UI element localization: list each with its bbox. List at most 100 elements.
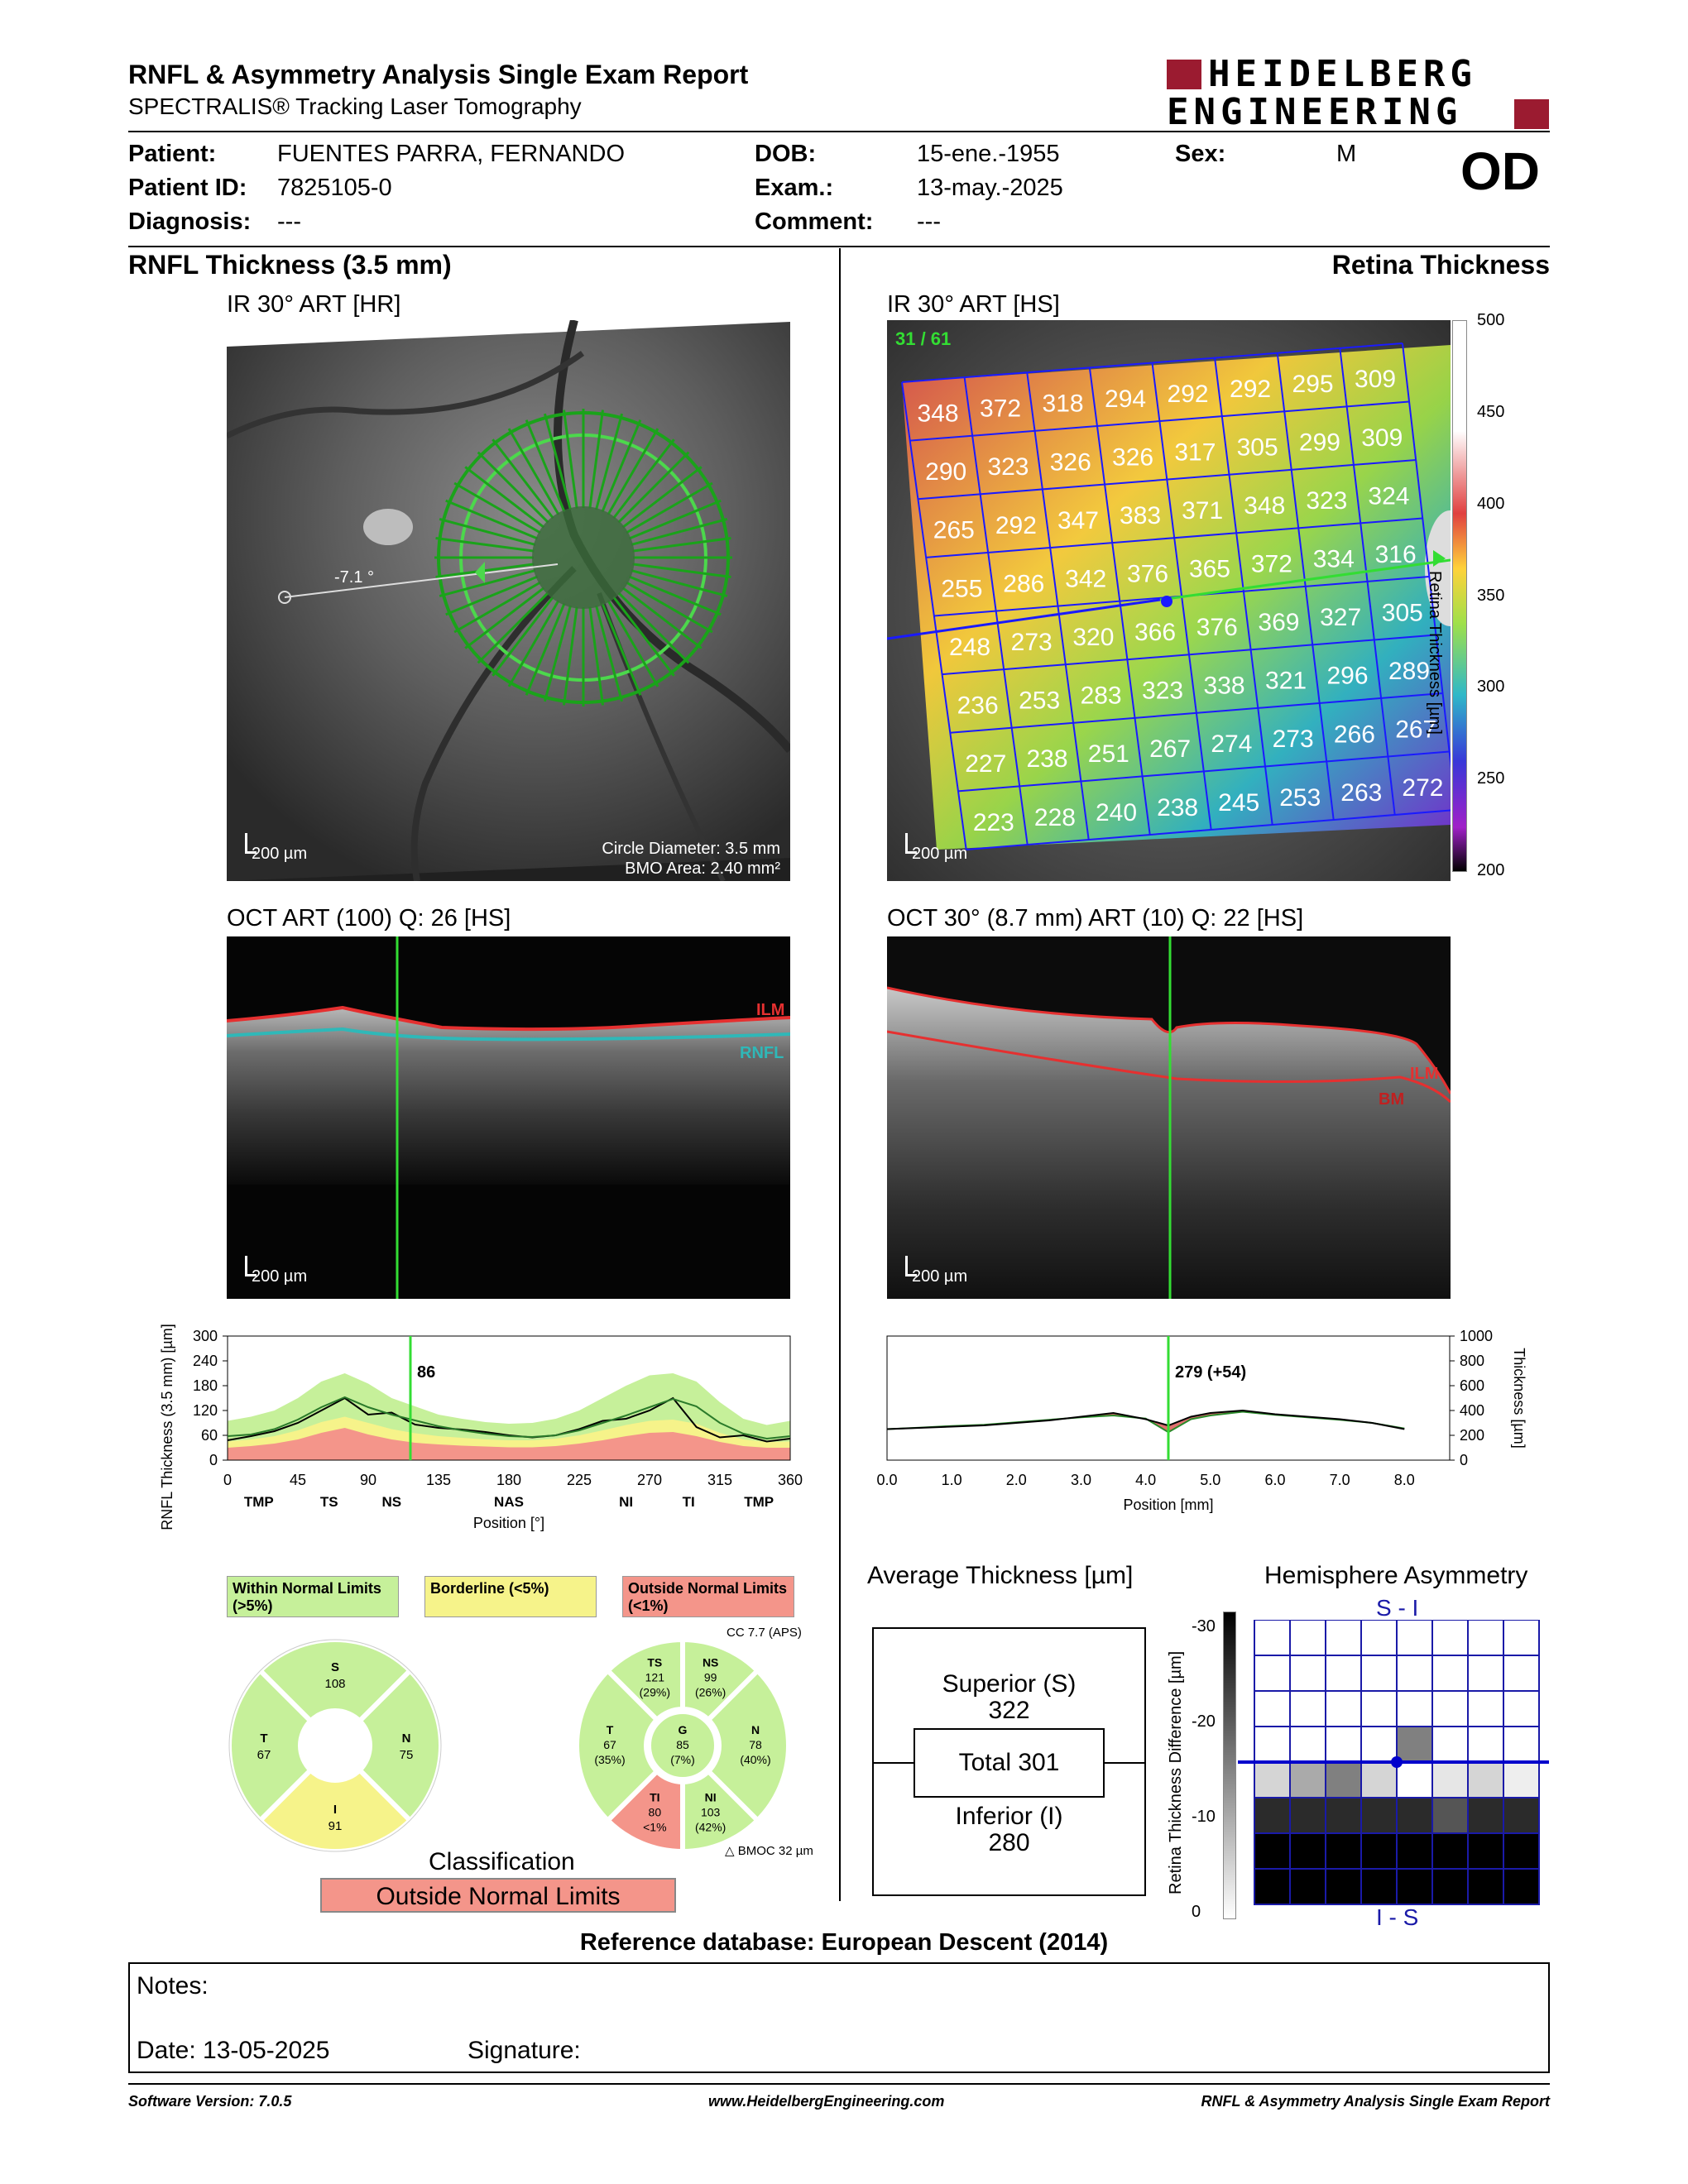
x-axis-label: Position [mm] [1123, 1497, 1213, 1513]
grid-value: 265 [933, 517, 975, 544]
asymmetry-cell [1254, 1832, 1291, 1870]
grid-line [1214, 357, 1273, 826]
x-tick-label: 7.0 [1330, 1472, 1350, 1488]
scan-spoke [477, 592, 549, 664]
footer-report: RNFL & Asymmetry Analysis Single Exam Re… [1201, 2093, 1550, 2110]
grid-value: 253 [1279, 784, 1321, 812]
sector-value: (35%) [594, 1753, 625, 1766]
footer-url[interactable]: www.HeidelbergEngineering.com [708, 2093, 945, 2110]
diagnosis-value: --- [277, 208, 301, 235]
grid-line [1088, 367, 1151, 836]
scan-spoke [563, 410, 578, 509]
y-tick-label: 240 [193, 1353, 218, 1369]
sector-label: TI [683, 1494, 695, 1510]
colorbar-tick: 500 [1477, 311, 1505, 329]
colorbar-title: Retina Thickness [µm] [1426, 571, 1444, 735]
x-tick-label: 135 [426, 1472, 451, 1488]
grid-value: 267 [1149, 735, 1191, 763]
x-tick-label: 1.0 [942, 1472, 962, 1488]
ilm-label-right: ILM [1410, 1065, 1439, 1083]
eye-indicator: OD [1460, 141, 1540, 201]
scan-counter: 31 / 61 [895, 328, 952, 349]
colorbar-tick: 400 [1477, 494, 1505, 513]
asymmetry-cell [1254, 1620, 1291, 1656]
grid-value: 245 [1218, 789, 1259, 817]
scan-spoke [445, 575, 539, 616]
asymmetry-cell [1503, 1761, 1540, 1798]
grid-line [901, 342, 1403, 383]
sector-name: G [679, 1723, 688, 1736]
asymmetry-cell [1503, 1690, 1540, 1727]
scan-spoke [621, 587, 703, 649]
y-tick-label: 200 [1460, 1427, 1484, 1444]
asymmetry-cell [1396, 1690, 1433, 1727]
asymmetry-cell [1325, 1690, 1362, 1727]
exam-value: 13-may.-2025 [917, 175, 1063, 201]
dob-value: 15-ene.-1955 [917, 141, 1060, 167]
ir-right-scale: 200 µm [904, 833, 968, 863]
asymmetry-grid [1238, 1620, 1549, 1905]
x-tick-label: 4.0 [1135, 1472, 1156, 1488]
asymmetry-cell [1503, 1832, 1540, 1870]
grid-value: 334 [1313, 546, 1355, 573]
grid-value: 267 [1395, 716, 1436, 743]
rnfl-label-left: RNFL [740, 1044, 784, 1062]
difference-area [887, 1410, 1405, 1433]
x-tick-label: 225 [567, 1472, 592, 1488]
oct-left-label: OCT ART (100) Q: 26 [HS] [227, 905, 511, 932]
scan-spoke [543, 605, 572, 702]
grid-value: 296 [1327, 663, 1369, 690]
grid-value: 255 [941, 575, 982, 602]
y-axis-label: Thickness [µm] [1511, 1348, 1527, 1448]
x-tick-label: 2.0 [1006, 1472, 1027, 1488]
sector-label: NS [382, 1494, 402, 1510]
grid-value: 324 [1368, 482, 1409, 510]
colorbar-tick: 200 [1477, 861, 1505, 879]
scan-spoke [453, 481, 541, 534]
rnfl-profile-chart: 86 0 60 120 180 240 300 0 45 90 135 180 225 270 315 360… [159, 1324, 803, 1531]
sector-value: (7%) [670, 1753, 695, 1766]
sector-label: TS [320, 1494, 338, 1510]
scan-spoke [631, 517, 728, 546]
asymmetry-cell [1396, 1832, 1433, 1870]
cursor-value: 86 [417, 1363, 435, 1382]
sector-value: 75 [400, 1748, 414, 1762]
y-axis-label: RNFL Thickness (3.5 mm) [µm] [159, 1324, 175, 1530]
notes-box[interactable]: Notes: Date: 13-05-2025 Signature: [128, 1962, 1550, 2073]
x-tick-label: 8.0 [1394, 1472, 1415, 1488]
grid-value: 316 [1375, 541, 1417, 568]
cc-label: CC 7.7 (APS) [727, 1626, 802, 1640]
ir-right-label: IR 30° ART [HS] [887, 291, 1060, 318]
asymmetry-cell [1289, 1832, 1326, 1870]
asymmetry-cell [1503, 1726, 1540, 1763]
dob-label: DOB: [755, 141, 817, 167]
grid-value: 248 [949, 634, 990, 661]
retina-profile-chart: 279 (+54) 0 200 400 600 800 1000 0.0 1.0 2.0 3.0 4.… [876, 1328, 1527, 1513]
scan-spoke [464, 466, 545, 529]
sector-name: TI [650, 1790, 659, 1803]
sector-value: 78 [749, 1738, 762, 1751]
asymmetry-cell [1467, 1620, 1504, 1656]
grid-value: 299 [1299, 429, 1340, 457]
ir-fundus-image-right: 348 372 318 294 292 292 295 309 290 323 326 326 317 3… [887, 320, 1451, 881]
sector-name: NI [705, 1790, 717, 1803]
scan-spoke [628, 499, 722, 540]
grid-value: 376 [1127, 560, 1168, 587]
grid-value: 238 [1026, 745, 1067, 773]
inferior-label: Inferior (I) [955, 1803, 1063, 1830]
grid-line [1026, 372, 1090, 841]
grid-value: 342 [1065, 565, 1106, 592]
grid-value: 365 [1189, 556, 1230, 583]
angle-label: -7.1 ° [334, 568, 375, 587]
asymmetry-cell [1360, 1797, 1398, 1834]
series-line [886, 1409, 1405, 1430]
grid-value: 347 [1057, 507, 1099, 534]
oct-right-label: OCT 30° (8.7 mm) ART (10) Q: 22 [HS] [887, 905, 1304, 932]
asymmetry-cell [1325, 1832, 1362, 1870]
report-subtitle: SPECTRALIS® Tracking Laser Tomography [128, 93, 582, 119]
asymmetry-cell [1467, 1655, 1504, 1692]
colorbar-tick: 350 [1477, 586, 1505, 605]
asymmetry-cell [1289, 1655, 1326, 1692]
series-line [227, 1396, 791, 1440]
sector-value: 108 [324, 1677, 345, 1691]
